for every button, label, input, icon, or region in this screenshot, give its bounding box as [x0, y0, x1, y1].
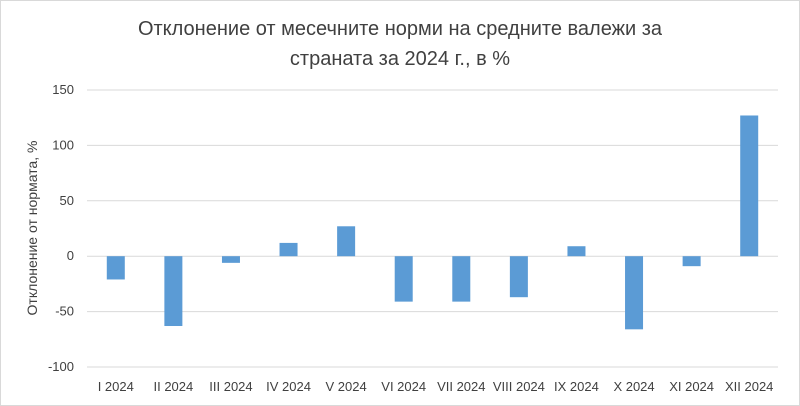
y-tick-labels: -100 -50 0 50 100 150	[48, 82, 74, 374]
y-tick-label-0: -100	[48, 359, 74, 374]
x-tick-label-12: XII 2024	[725, 379, 773, 394]
x-tick-label-7: VII 2024	[437, 379, 485, 394]
x-tick-label-5: V 2024	[326, 379, 367, 394]
x-tick-labels: I 2024 II 2024 III 2024 IV 2024 V 2024 VI 202…	[98, 379, 774, 394]
chart-title: Отклонение от месечните норми на среднит…	[0, 14, 800, 74]
y-tick-label-5: 150	[52, 82, 74, 97]
bar-11	[682, 256, 701, 267]
bar-7	[452, 256, 471, 302]
x-tick-label-4: IV 2024	[266, 379, 311, 394]
bars	[106, 115, 759, 330]
bar-9	[567, 246, 586, 257]
x-tick-label-8: VIII 2024	[493, 379, 545, 394]
y-tick-label-3: 50	[60, 193, 74, 208]
x-tick-label-10: X 2024	[613, 379, 654, 394]
bar-10	[625, 256, 644, 330]
bar-6	[394, 256, 413, 302]
bar-4	[279, 242, 298, 257]
x-tick-label-3: III 2024	[209, 379, 252, 394]
bar-8	[509, 256, 528, 298]
grid-lines	[87, 89, 778, 368]
chart-title-line-1: Отклонение от месечните норми на среднит…	[137, 18, 663, 40]
y-tick-label-4: 100	[52, 137, 74, 152]
x-tick-label-1: I 2024	[98, 379, 134, 394]
y-tick-label-2: 0	[67, 248, 74, 263]
y-tick-label-1: -50	[55, 304, 74, 319]
chart-title-line-2: страната за 2024 г., в %	[289, 48, 511, 70]
x-tick-label-11: XI 2024	[669, 379, 714, 394]
bar-1	[106, 256, 125, 280]
y-axis-label: Отклонение от нормата, %	[24, 141, 40, 316]
bar-12	[740, 115, 759, 257]
x-tick-label-9: IX 2024	[554, 379, 599, 394]
x-tick-label-2: II 2024	[153, 379, 193, 394]
bar-2	[164, 256, 183, 327]
bar-5	[337, 226, 356, 257]
bar-3	[221, 256, 240, 263]
x-tick-label-6: VI 2024	[381, 379, 426, 394]
